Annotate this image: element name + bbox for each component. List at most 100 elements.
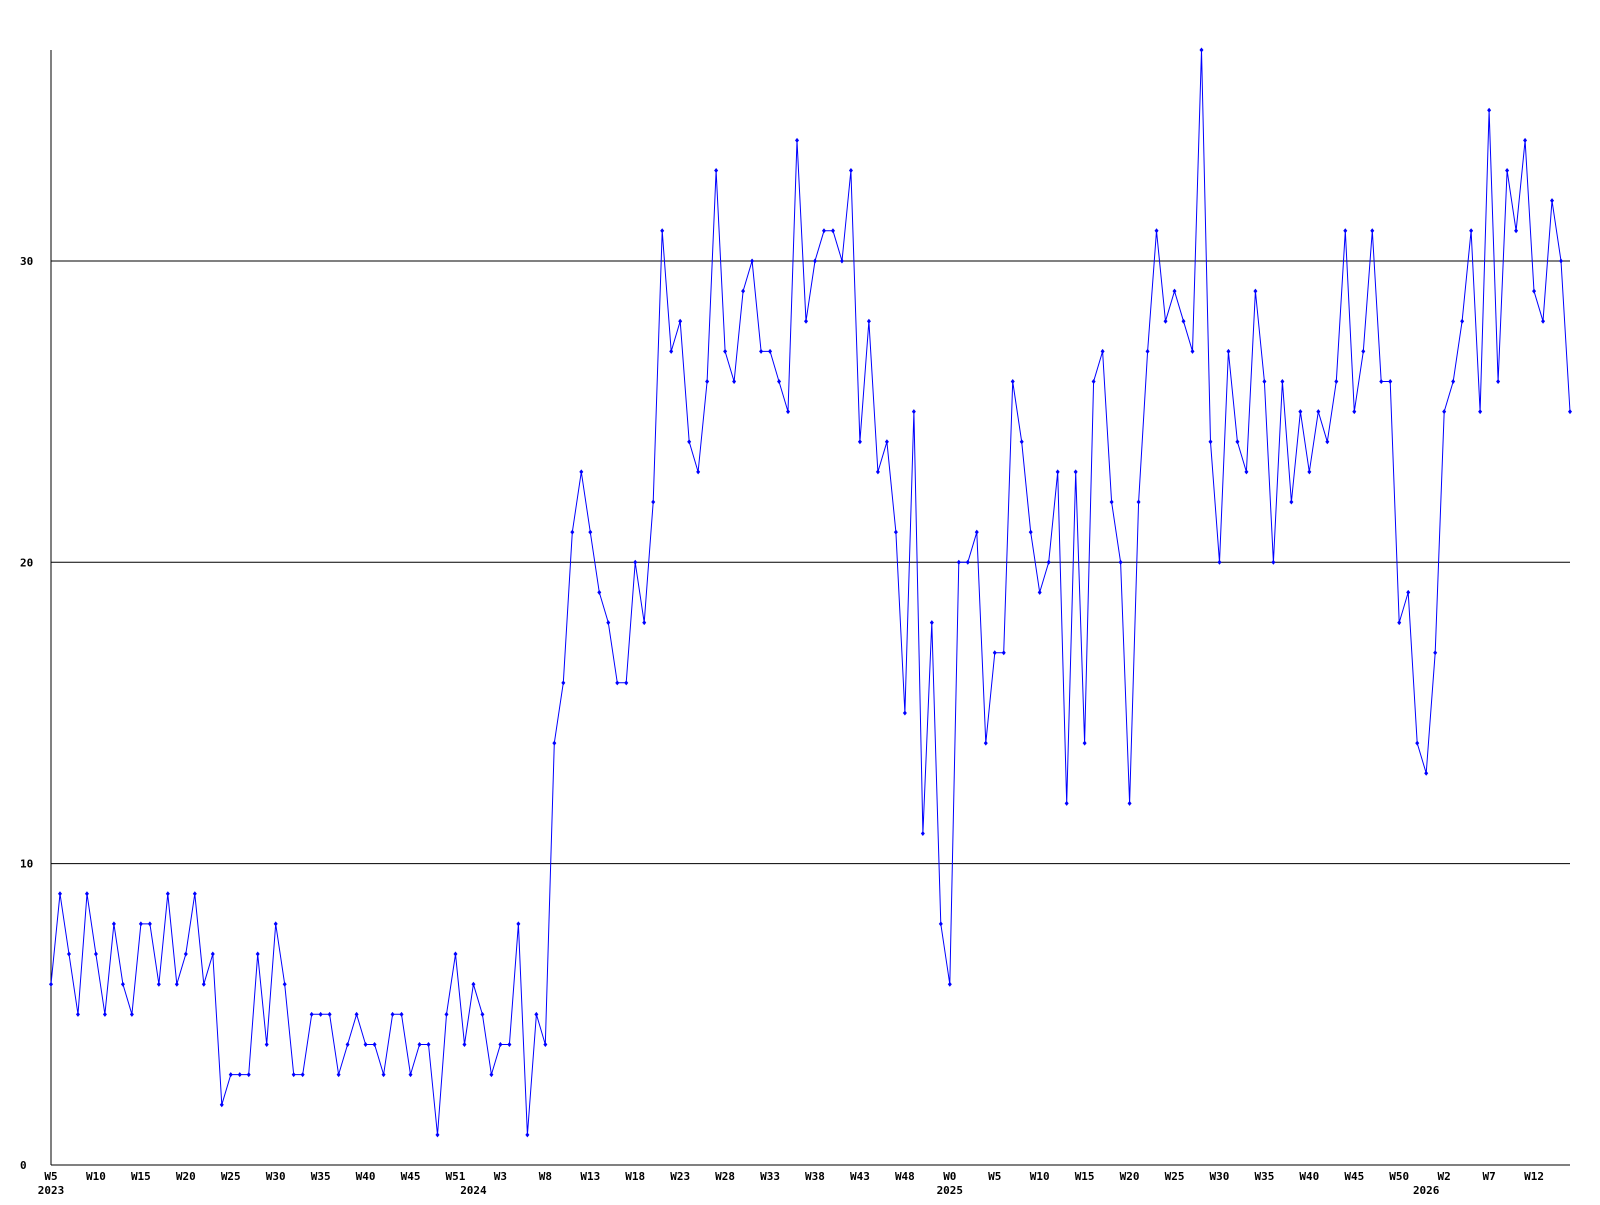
data-point (875, 469, 880, 475)
data-point (264, 1041, 269, 1047)
y-tick-label: 30 (20, 255, 33, 268)
data-point (1181, 318, 1186, 324)
data-point (309, 1011, 314, 1017)
data-point (723, 348, 728, 354)
data-point (273, 921, 278, 927)
data-point (228, 1072, 233, 1078)
data-point (965, 559, 970, 565)
data-point (282, 981, 287, 987)
data-point (291, 1072, 296, 1078)
data-point (516, 921, 521, 927)
data-point (1559, 258, 1564, 264)
data-point (1469, 228, 1474, 234)
data-point (1073, 469, 1078, 475)
data-point (75, 1011, 80, 1017)
x-tick-label: W2 (1438, 1170, 1451, 1183)
data-point (498, 1041, 503, 1047)
year-label: 2026 (1413, 1184, 1440, 1197)
data-point (795, 137, 800, 143)
data-point (678, 318, 683, 324)
data-point (1208, 439, 1213, 445)
data-point (1307, 469, 1312, 475)
data-point (1541, 318, 1546, 324)
data-point (354, 1011, 359, 1017)
data-point (1127, 800, 1132, 806)
x-tick-label: W3 (494, 1170, 507, 1183)
data-point (1478, 409, 1483, 415)
data-point (1145, 348, 1150, 354)
data-point (543, 1041, 548, 1047)
y-tick-label: 0 (20, 1159, 27, 1172)
x-tick-label: W10 (1030, 1170, 1050, 1183)
data-point (390, 1011, 395, 1017)
data-point (192, 891, 197, 897)
data-point (1298, 409, 1303, 415)
x-tick-label: W30 (1210, 1170, 1230, 1183)
data-point (165, 891, 170, 897)
x-tick-label: W45 (1344, 1170, 1364, 1183)
data-point (938, 921, 943, 927)
data-point (1397, 620, 1402, 626)
data-point (1010, 378, 1015, 384)
year-label: 2025 (937, 1184, 964, 1197)
x-tick-label: W7 (1482, 1170, 1495, 1183)
x-tick-label: W38 (805, 1170, 825, 1183)
data-point (408, 1072, 413, 1078)
data-point (318, 1011, 323, 1017)
data-point (687, 439, 692, 445)
data-point (669, 348, 674, 354)
data-point (956, 559, 961, 565)
data-point (426, 1041, 431, 1047)
data-point (786, 409, 791, 415)
data-point (561, 680, 566, 686)
x-tick-label: W15 (1075, 1170, 1095, 1183)
data-point (111, 921, 116, 927)
data-point (1388, 378, 1393, 384)
x-tick-label: W40 (356, 1170, 376, 1183)
data-point (983, 740, 988, 746)
year-label: 2023 (38, 1184, 65, 1197)
data-point (570, 529, 575, 535)
data-point (848, 168, 853, 174)
data-point (1451, 378, 1456, 384)
data-point (974, 529, 979, 535)
data-point (1514, 228, 1519, 234)
data-point (255, 951, 260, 957)
data-point (237, 1072, 242, 1078)
data-point (66, 951, 71, 957)
data-point (444, 1011, 449, 1017)
data-point (138, 921, 143, 927)
data-point (1496, 378, 1501, 384)
data-point (804, 318, 809, 324)
data-point (462, 1041, 467, 1047)
data-point (363, 1041, 368, 1047)
data-point (929, 620, 934, 626)
data-point (525, 1132, 530, 1138)
data-point (381, 1072, 386, 1078)
data-point (884, 439, 889, 445)
data-point (1055, 469, 1060, 475)
data-point (210, 951, 215, 957)
data-point (1406, 589, 1411, 595)
data-point (1289, 499, 1294, 505)
x-tick-label: W5 (988, 1170, 1001, 1183)
x-tick-label: W25 (1165, 1170, 1185, 1183)
year-label: 2024 (460, 1184, 487, 1197)
x-tick-label: W33 (760, 1170, 780, 1183)
x-tick-label: W20 (1120, 1170, 1140, 1183)
data-point (1082, 740, 1087, 746)
data-point (1433, 650, 1438, 656)
data-point (1091, 378, 1096, 384)
data-point (1028, 529, 1033, 535)
data-point (1415, 740, 1420, 746)
x-tick-label: W28 (715, 1170, 735, 1183)
x-tick-label: W35 (311, 1170, 331, 1183)
data-point (1460, 318, 1465, 324)
x-tick-label: W48 (895, 1170, 915, 1183)
data-point (1226, 348, 1231, 354)
data-point (300, 1072, 305, 1078)
x-tick-label: W50 (1389, 1170, 1409, 1183)
data-point (246, 1072, 251, 1078)
data-point (651, 499, 656, 505)
x-tick-label: W12 (1524, 1170, 1544, 1183)
